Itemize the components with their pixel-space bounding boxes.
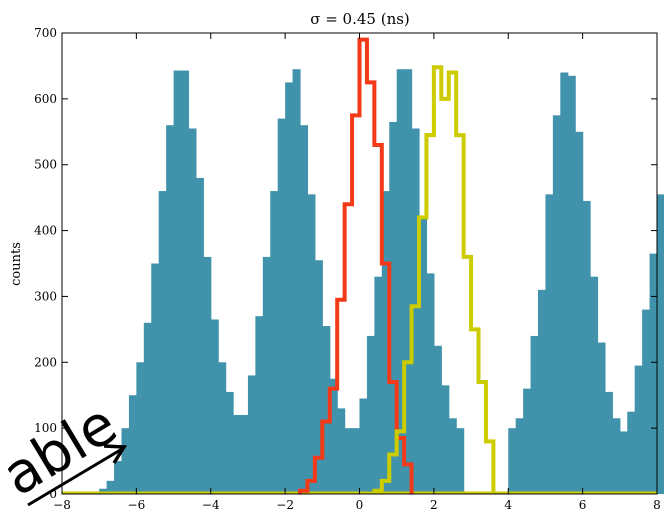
plot-area: −8 −6 −4 −2 0 2 4 6 8 0 100 200 300 400 500 600 700 (34, 26, 664, 512)
histogram-bar (642, 309, 651, 494)
histogram-bar (538, 289, 547, 494)
histogram-bar (210, 319, 219, 494)
histogram-bar (366, 335, 375, 494)
histogram-bar (203, 256, 212, 494)
x-tick-label: −8 (53, 498, 71, 512)
x-tick-label: 4 (504, 498, 512, 512)
histogram-bar (173, 70, 182, 494)
y-tick-label: 600 (34, 92, 57, 106)
x-tick-label: −6 (128, 498, 146, 512)
histogram-bar (99, 488, 108, 494)
histogram-bar (552, 115, 561, 495)
histogram-bar (121, 428, 130, 494)
histogram-bar (523, 388, 532, 494)
histogram-bar (307, 194, 316, 494)
histogram-bar (575, 131, 584, 495)
histogram-bar (545, 194, 554, 494)
histogram-bar (337, 408, 346, 494)
histogram-bar (627, 411, 636, 494)
histogram-bar (128, 395, 137, 494)
histogram-bar (262, 256, 271, 494)
histogram-bar (515, 418, 524, 494)
red-step-histogram (298, 37, 414, 494)
histogram-bar (456, 428, 465, 494)
histogram-bar (106, 480, 115, 494)
histogram-bar (158, 191, 167, 495)
histogram-bar (114, 461, 123, 494)
histogram-bar (277, 118, 286, 494)
x-tick-label: 2 (430, 498, 438, 512)
histogram-bar (329, 378, 338, 494)
histogram-bar (233, 414, 242, 494)
histogram-bar (374, 276, 383, 494)
histogram-bar (649, 253, 658, 494)
histogram-bar (344, 428, 353, 494)
histogram-bar (634, 365, 643, 494)
x-tick-label: 6 (579, 498, 587, 512)
histogram-bar (285, 82, 294, 495)
histogram-bar (448, 418, 457, 494)
histogram-bar (619, 431, 628, 494)
y-tick-label: 200 (34, 355, 57, 369)
histogram-bar (240, 414, 249, 494)
x-tick-label: −2 (276, 498, 294, 512)
histogram-bar (560, 72, 569, 494)
histogram-bar (255, 316, 264, 494)
histogram-bar (404, 69, 413, 494)
histogram-bar (270, 191, 279, 495)
histogram-bar (322, 326, 331, 494)
histogram-bar (426, 273, 435, 494)
histogram-bar (419, 217, 428, 494)
histogram-bar (604, 391, 613, 494)
histogram-bar (381, 191, 390, 495)
histogram-bar (567, 75, 576, 495)
histogram-bar (433, 345, 442, 494)
histogram-bar (188, 128, 197, 494)
histogram-bar (508, 428, 517, 494)
x-tick-label: 8 (653, 498, 661, 512)
histogram-bar (300, 125, 309, 494)
histogram-bar (151, 263, 160, 494)
x-tick-label: 0 (356, 498, 364, 512)
histogram-bar (166, 125, 175, 494)
watermark-arrow-shaft (27, 447, 123, 507)
y-axis-label: counts (9, 242, 24, 286)
histogram-bar (359, 398, 368, 494)
y-tick-label: 400 (34, 224, 57, 238)
chart-title: σ = 0.45 (ns) (310, 10, 410, 28)
histogram-bar (590, 276, 599, 494)
histogram-bar (411, 128, 420, 494)
histogram-bar (218, 362, 227, 494)
histogram-bar (597, 342, 606, 494)
histogram-bar (181, 70, 190, 494)
histogram-bar (143, 322, 152, 494)
histogram-bar (292, 69, 301, 494)
histogram-bar (582, 200, 591, 494)
x-tick-label: −4 (202, 498, 220, 512)
y-tick-label: 0 (49, 487, 57, 501)
histogram-bar (396, 69, 405, 494)
histogram-bar (441, 385, 450, 494)
yellow-step-histogram (372, 65, 496, 494)
histogram-bar (352, 428, 361, 494)
y-tick-label: 100 (34, 421, 57, 435)
y-tick-label: 500 (34, 158, 57, 172)
histogram-bar (195, 177, 204, 494)
watermark-arrowhead (103, 444, 128, 464)
y-tick-label: 300 (34, 289, 57, 303)
histogram-bar (657, 194, 664, 494)
histogram-bar (314, 260, 323, 494)
histogram-bar (247, 375, 256, 494)
y-tick-label: 700 (34, 26, 57, 40)
histogram-bar (389, 121, 398, 495)
histogram-bar (530, 335, 539, 494)
histogram-bar (225, 391, 234, 494)
histogram-bar (136, 362, 145, 494)
histogram-bar (612, 418, 621, 494)
